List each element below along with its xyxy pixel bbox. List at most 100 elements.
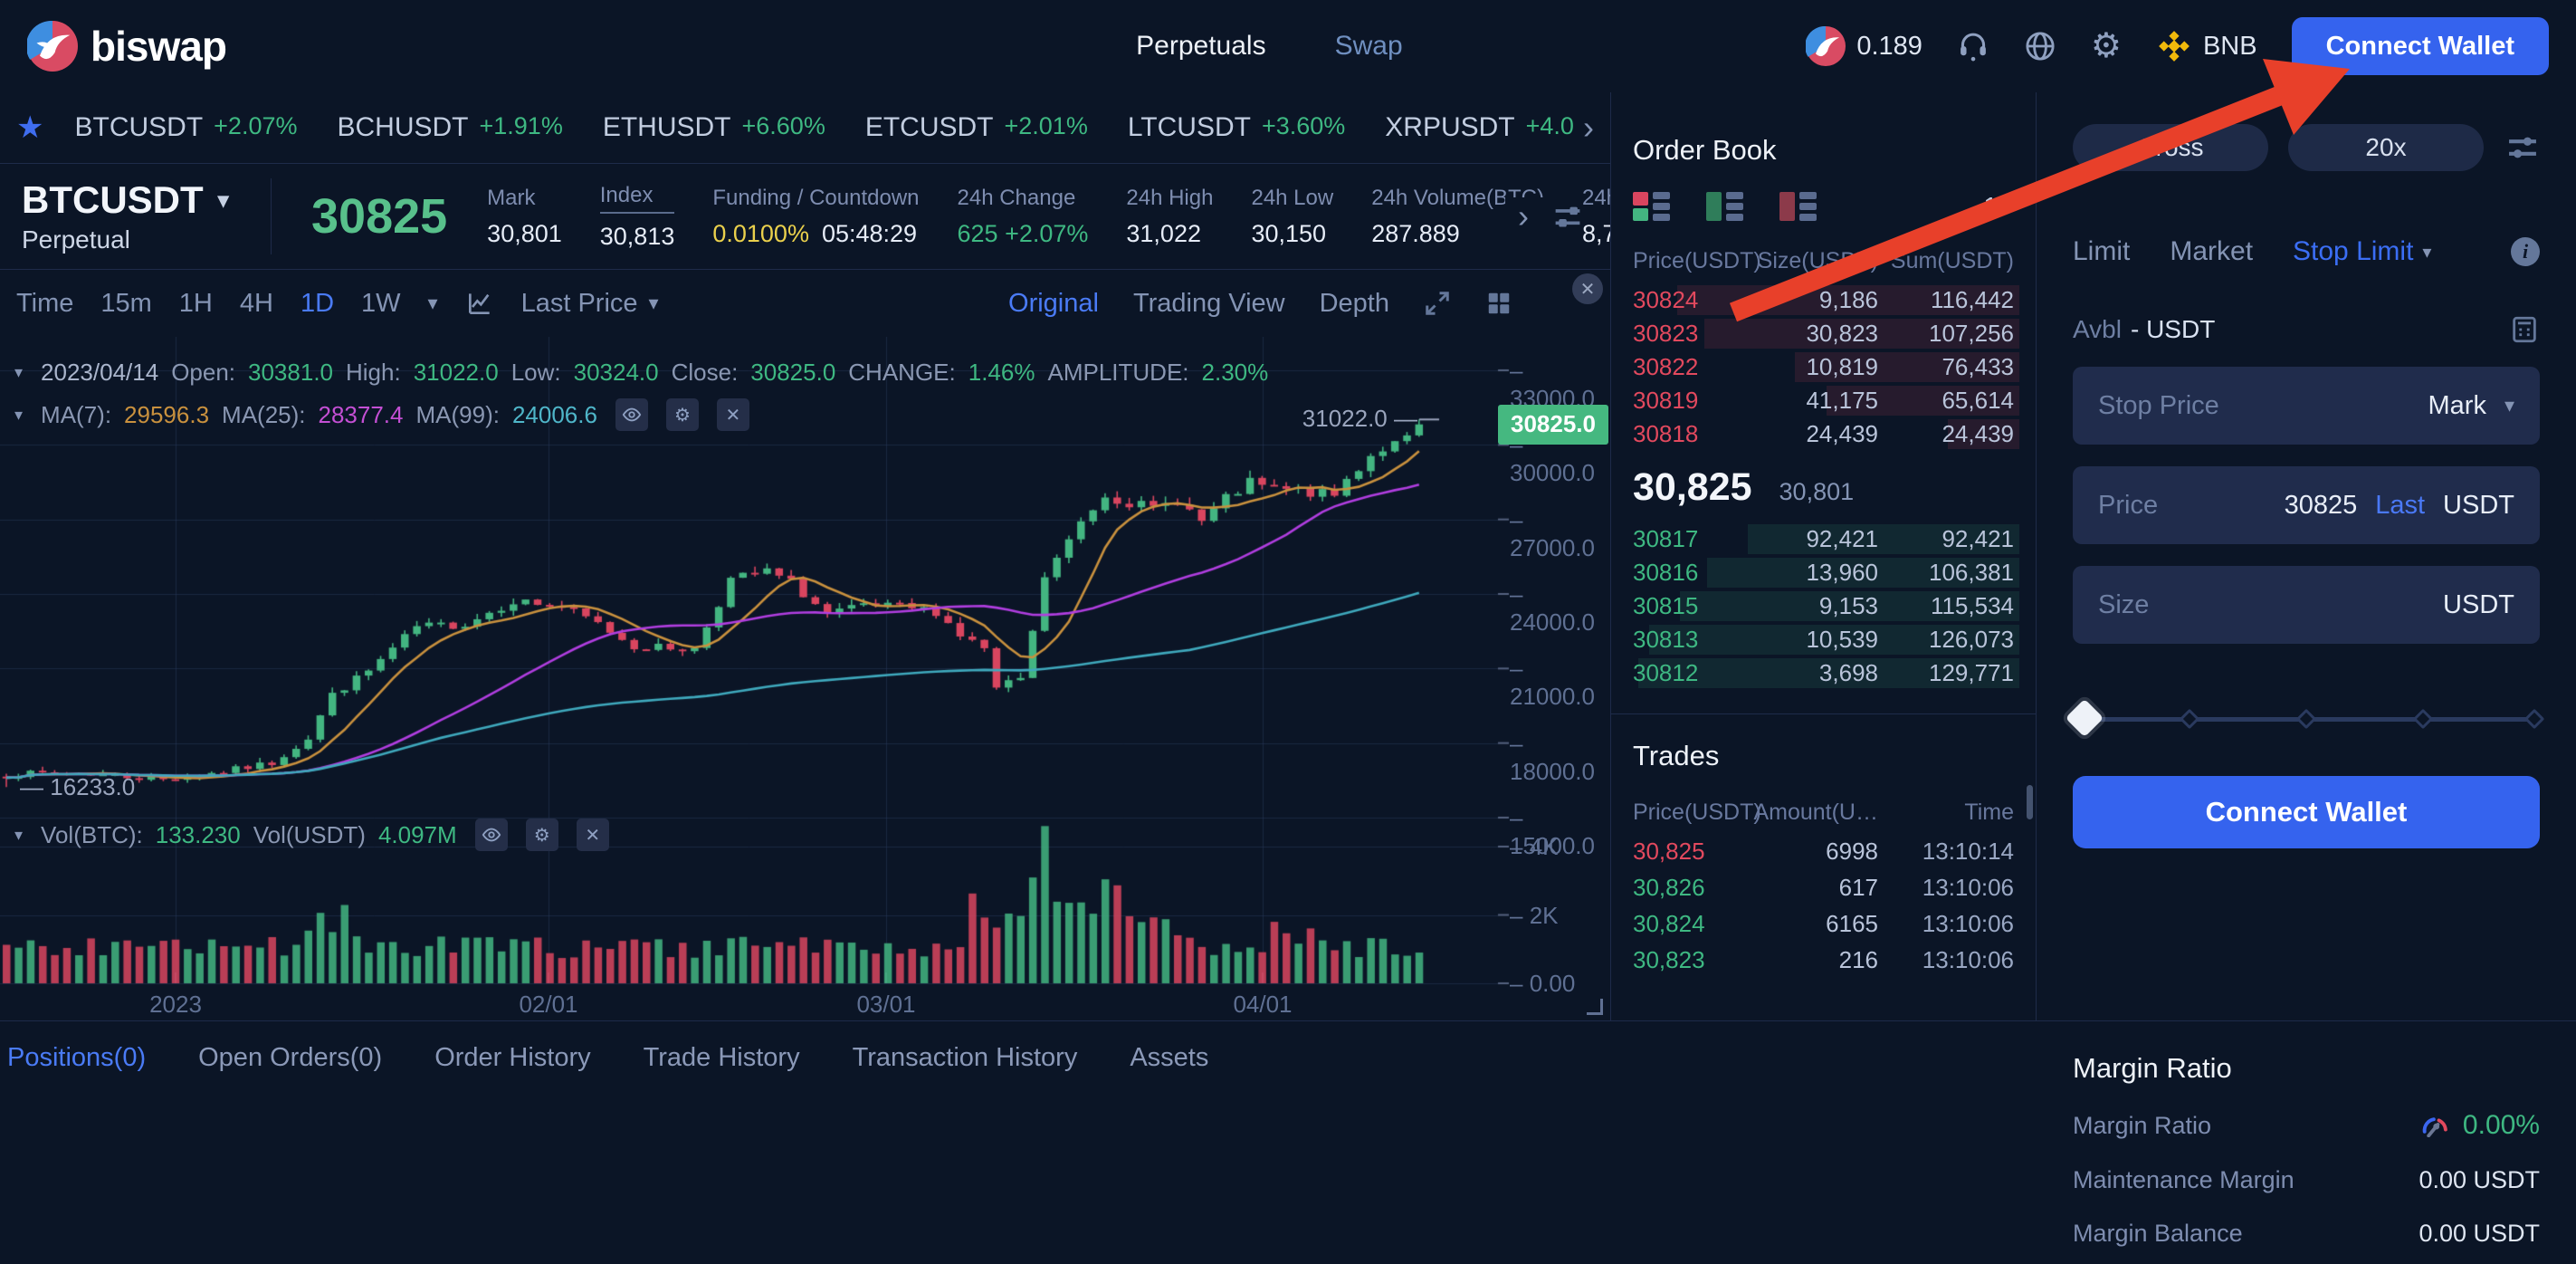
orderbook-ask-row[interactable]: 30818 24,439 24,439 [1633,417,2019,451]
nav-swap[interactable]: Swap [1334,31,1403,61]
ticker-pair-bchusdt[interactable]: BCHUSDT +1.91% [337,112,562,143]
depth-bar [1648,625,2019,655]
orderbook-bid-row[interactable]: 30816 13,960 106,381 [1633,556,2019,589]
bottom-tab-positions-0-[interactable]: Positions(0) [7,1043,147,1072]
fullscreen-icon[interactable] [1424,290,1451,317]
tab-limit[interactable]: Limit [2073,236,2131,266]
trades-scrollbar[interactable] [2027,785,2033,819]
ma-collapse-caret-icon[interactable]: ▾ [14,405,24,424]
trade-row[interactable]: 30,826 617 13:10:06 [1633,869,2014,905]
ticker-pair-xrpusdt[interactable]: XRPUSDT +4.09% [1385,112,1574,143]
ma-close-icon[interactable]: ✕ [716,398,749,431]
view-original[interactable]: Original [1008,288,1099,318]
interval-4h[interactable]: 4H [239,288,273,318]
vol-eye-icon[interactable] [474,819,508,851]
chart-close-icon[interactable]: ✕ [1572,273,1603,304]
token-balance[interactable]: 0.189 [1806,26,1922,66]
interval-more-caret-icon[interactable]: ▾ [427,292,438,314]
book-view-asks-icon[interactable] [1779,192,1817,221]
trade-time: 13:10:06 [1922,909,2014,937]
stop-price-field[interactable]: Stop Price Mark ▾ [2073,367,2540,445]
interval-1h[interactable]: 1H [178,288,213,318]
biswap-logo[interactable]: biswap [27,21,227,72]
symbol-selector[interactable]: BTCUSDT ▾ Perpetual [9,178,272,254]
trade-row[interactable]: 30,823 216 13:10:06 [1633,942,2014,978]
ticker-pair-ethusdt[interactable]: ETHUSDT +6.60% [603,112,825,143]
size-slider[interactable] [2065,698,2545,738]
bottom-tab-trade-history[interactable]: Trade History [643,1043,800,1072]
book-view-both-icon[interactable] [1633,192,1670,221]
row-price: 30822 [1633,353,1699,380]
tab-stop-limit[interactable]: Stop Limit ▾ [2293,236,2432,266]
stats-next-chevron-icon[interactable]: › [1518,197,1529,235]
orderbook-ask-row[interactable]: 30824 9,186 116,442 [1633,283,2019,317]
orderbook-ask-row[interactable]: 30819 41,175 65,614 [1633,384,2019,417]
calculator-icon[interactable] [2509,314,2540,345]
favorites-star-icon[interactable]: ★ [16,110,44,145]
bottom-tab-assets[interactable]: Assets [1130,1043,1209,1072]
ticker-pair-btcusdt[interactable]: BTCUSDT +2.07% [74,112,297,143]
orderbook-bid-row[interactable]: 30813 10,539 126,073 [1633,623,2019,656]
ma-eye-icon[interactable] [615,398,648,431]
ohlc-collapse-caret-icon[interactable]: ▾ [14,363,24,381]
row-size: 9,153 [1818,592,1878,619]
orderbook-ask-row[interactable]: 30823 30,823 107,256 [1633,317,2019,350]
ticker-pair-etcusdt[interactable]: ETCUSDT +2.01% [865,112,1088,143]
orderbook-ask-row[interactable]: 30822 10,819 76,433 [1633,350,2019,384]
orderbook-bid-row[interactable]: 30815 9,153 115,534 [1633,589,2019,623]
slider-mark-100[interactable] [2524,708,2545,730]
tab-market[interactable]: Market [2170,236,2254,266]
interval-1d[interactable]: 1D [300,288,335,318]
vol-settings-icon[interactable]: ⚙ [525,819,558,851]
price-field[interactable]: Price 30825 Last USDT [2073,466,2540,544]
candlestick-canvas[interactable] [0,337,1611,1020]
maintenance-margin-label: Maintenance Margin [2073,1166,2295,1193]
instrument-header: BTCUSDT ▾ Perpetual 30825 Mark 30,801 Inde… [0,164,1610,269]
leverage-button[interactable]: 20x [2288,124,2484,171]
slider-mark-25[interactable] [2179,708,2200,730]
language-globe-icon[interactable] [2024,30,2056,62]
interval-15m[interactable]: 15m [100,288,152,318]
margin-mode-button[interactable]: Cross [2073,124,2268,171]
preferences-sliders-icon[interactable] [2505,130,2540,165]
stat-label: 24h High [1126,185,1214,210]
use-last-price-link[interactable]: Last [2375,490,2426,520]
price-source-select[interactable]: Last Price ▾ [521,289,659,319]
view-depth[interactable]: Depth [1319,288,1389,318]
chart-resize-handle[interactable] [1587,999,1603,1015]
connect-wallet-button-panel[interactable]: Connect Wallet [2073,776,2540,848]
stats-settings-icon[interactable] [1552,201,1583,232]
connect-wallet-button-top[interactable]: Connect Wallet [2291,17,2549,75]
bottom-tab-order-history[interactable]: Order History [434,1043,591,1072]
orderbook-bid-row[interactable]: 30817 92,421 92,421 [1633,522,2019,556]
layout-grid-icon[interactable] [1485,290,1512,317]
slider-handle[interactable] [2065,698,2104,738]
orderbook-bid-row[interactable]: 30812 3,698 129,771 [1633,656,2019,690]
chart-type-icon[interactable] [465,289,494,318]
view-trading-view[interactable]: Trading View [1132,288,1285,318]
price-input-value[interactable]: 30825 [2284,490,2358,520]
size-field[interactable]: Size USDT [2073,566,2540,644]
support-icon[interactable] [1957,30,1989,62]
vol-collapse-caret-icon[interactable]: ▾ [14,825,24,844]
trade-row[interactable]: 30,824 6165 13:10:06 [1633,905,2014,942]
precision-select[interactable]: 1 ▾ [1983,192,2014,221]
ticker-pair-ltcusdt[interactable]: LTCUSDT +3.60% [1128,112,1345,143]
ticker-next-chevron-icon[interactable]: › [1583,109,1594,146]
slider-mark-50[interactable] [2295,708,2317,730]
bottom-tab-transaction-history[interactable]: Transaction History [852,1043,1078,1072]
row-price: 30813 [1633,626,1699,653]
settings-gear-icon[interactable]: ⚙ [2090,27,2122,65]
trigger-type[interactable]: Mark [2428,390,2486,420]
trade-row[interactable]: 30,825 6998 13:10:14 [1633,833,2014,869]
bottom-tab-open-orders-0-[interactable]: Open Orders(0) [198,1043,383,1072]
network-selector[interactable]: BNB [2156,28,2257,64]
order-info-icon[interactable]: i [2511,237,2540,266]
nav-perpetuals[interactable]: Perpetuals [1136,31,1266,61]
interval-1w[interactable]: 1W [361,288,401,318]
ma-settings-icon[interactable]: ⚙ [665,398,699,431]
vol-close-icon[interactable]: ✕ [576,819,609,851]
book-view-bids-icon[interactable] [1706,192,1743,221]
slider-mark-75[interactable] [2412,708,2434,730]
chart-area[interactable]: ▾ 2023/04/14 Open: 30381.0 High: 31022.0 Low… [0,337,1611,1020]
